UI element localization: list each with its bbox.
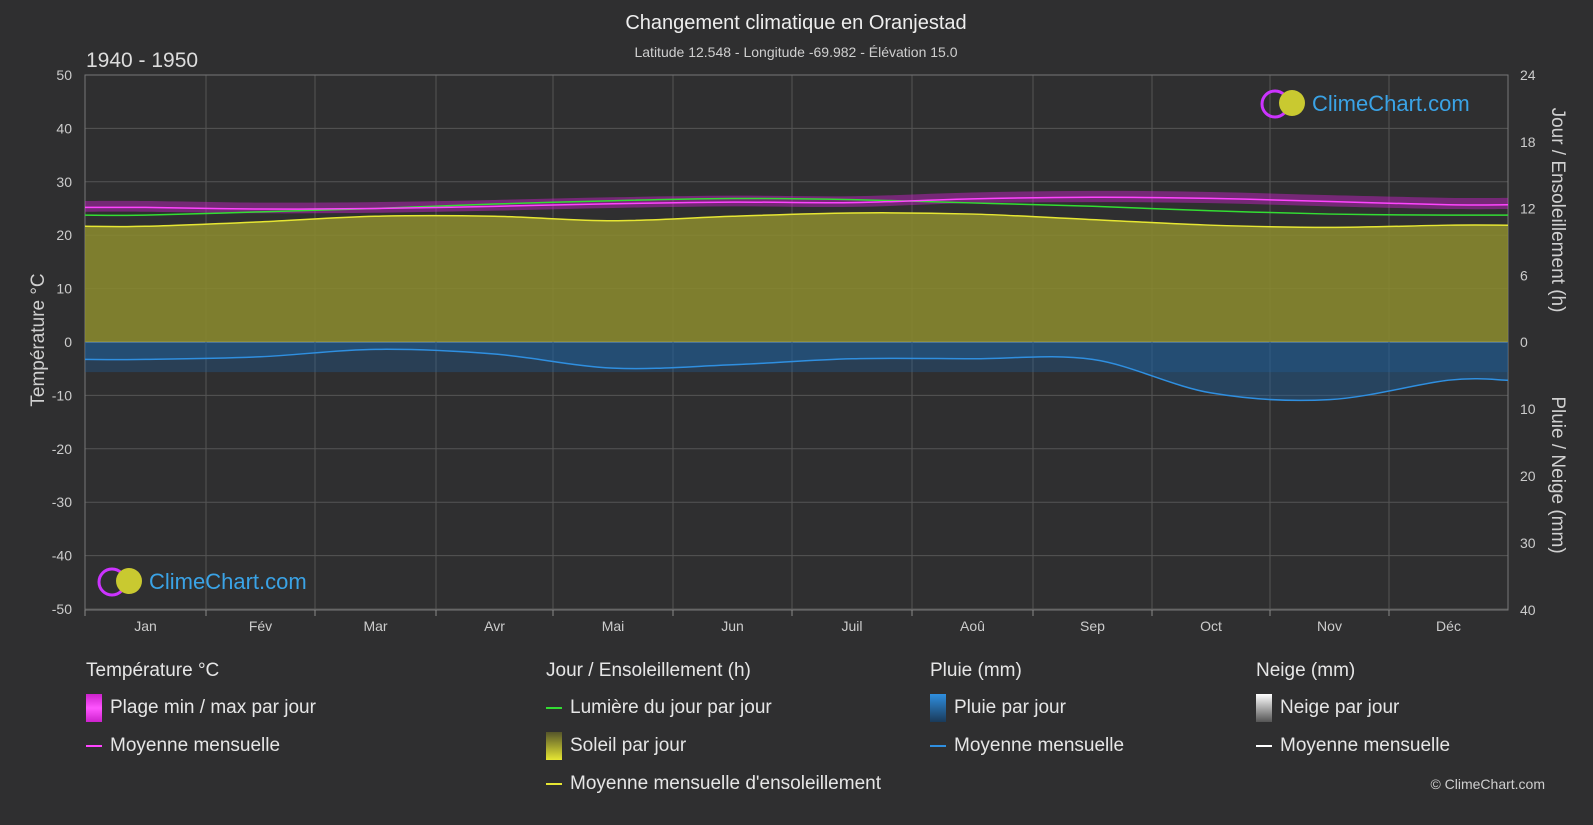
legend-temperature: Température °C Plage min / max par jour … xyxy=(86,660,316,772)
sunshine-swatch xyxy=(546,732,562,760)
left-tick-label: 10 xyxy=(56,281,72,297)
rain-mean-fill xyxy=(85,342,1508,401)
chart-subtitle: Latitude 12.548 - Longitude -69.982 - Él… xyxy=(634,44,957,60)
logo-sun-icon xyxy=(1279,90,1305,116)
left-tick-label: -50 xyxy=(52,601,72,617)
legend-snow-mean-label: Moyenne mensuelle xyxy=(1280,735,1451,756)
month-label: Sep xyxy=(1080,618,1105,634)
right-bottom-axis-title: Pluie / Neige (mm) xyxy=(1547,396,1568,553)
left-axis-title: Température °C xyxy=(28,273,49,406)
legend-sun-header: Jour / Ensoleillement (h) xyxy=(546,660,751,681)
rain-mean-swatch xyxy=(930,745,946,747)
left-tick-label: -40 xyxy=(52,548,72,564)
rain-daily-fill xyxy=(85,342,1508,373)
legend-rain-daily: Pluie par jour xyxy=(930,694,1124,722)
legend-sun-daily: Soleil par jour xyxy=(546,732,881,760)
month-label: Aoû xyxy=(960,618,985,634)
legend-rain-mean: Moyenne mensuelle xyxy=(930,734,1124,758)
right-top-tick-label: 18 xyxy=(1520,134,1536,150)
left-tick-label: -10 xyxy=(52,387,72,403)
right-top-axis-title: Jour / Ensoleillement (h) xyxy=(1547,108,1568,313)
legend-temp-header: Température °C xyxy=(86,660,220,681)
right-top-tick-label: 12 xyxy=(1520,201,1536,217)
plot-frame xyxy=(84,74,1509,611)
left-tick-label: 50 xyxy=(56,67,72,83)
legend-snow: Neige (mm) Neige par jour Moyenne mensue… xyxy=(1256,660,1450,772)
legend-sunshine: Jour / Ensoleillement (h) Lumière du jou… xyxy=(546,660,881,810)
left-tick-label: 20 xyxy=(56,227,72,243)
legend-snow-daily-label: Neige par jour xyxy=(1280,697,1400,718)
brand-name-top: ClimeChart.com xyxy=(1312,91,1470,116)
daylight-line xyxy=(84,197,1509,217)
legend-daylight: Lumière du jour par jour xyxy=(546,696,881,720)
right-bottom-tick-label: 20 xyxy=(1520,468,1536,484)
axis-ticks: 50 40 30 20 10 0 -10 -20 -30 -40 -50 24 18 12 6 0 10 20 30… xyxy=(52,67,1536,618)
brand-name-bottom: ClimeChart.com xyxy=(149,569,307,594)
legend-snow-header: Neige (mm) xyxy=(1256,660,1356,681)
legend-rain-mean-label: Moyenne mensuelle xyxy=(954,735,1125,756)
copyright: © ClimeChart.com xyxy=(1430,776,1545,792)
brand-logo-top: ClimeChart.com xyxy=(1260,89,1470,119)
month-label: Mar xyxy=(363,618,387,634)
left-tick-label: -20 xyxy=(52,441,72,457)
chart-title: Changement climatique en Oranjestad xyxy=(625,12,966,34)
legend-sun-mean-label: Moyenne mensuelle d'ensoleillement xyxy=(570,773,881,794)
legend-rain-daily-label: Pluie par jour xyxy=(954,697,1066,718)
temp-range-swatch xyxy=(86,694,102,722)
sunshine-area xyxy=(85,212,1508,342)
daylight-swatch xyxy=(546,707,562,709)
period-label: 1940 - 1950 xyxy=(86,49,198,72)
sun-mean-swatch xyxy=(546,783,562,785)
temp-mean-line xyxy=(84,196,1509,210)
legend-sun-mean: Moyenne mensuelle d'ensoleillement xyxy=(546,772,881,796)
month-label: Jan xyxy=(134,618,157,634)
snow-swatch xyxy=(1256,694,1272,722)
right-top-tick-label: 6 xyxy=(1520,267,1528,283)
month-label: Fév xyxy=(249,618,272,634)
legend-daylight-label: Lumière du jour par jour xyxy=(570,697,772,718)
snow-mean-swatch xyxy=(1256,745,1272,747)
legend-temp-mean: Moyenne mensuelle xyxy=(86,734,316,758)
rain-area xyxy=(85,342,1508,401)
sunshine-mean-line xyxy=(84,212,1509,229)
right-bottom-tick-label: 10 xyxy=(1520,401,1536,417)
left-tick-label: -30 xyxy=(52,494,72,510)
right-top-tick-label: 24 xyxy=(1520,67,1536,83)
month-label: Oct xyxy=(1200,618,1222,634)
legend-temp-mean-label: Moyenne mensuelle xyxy=(110,735,281,756)
month-label: Mai xyxy=(602,618,625,634)
rain-swatch xyxy=(930,694,946,722)
logo-sun-icon xyxy=(116,568,142,594)
series-lines xyxy=(84,190,1509,402)
month-labels: Jan Fév Mar Avr Mai Jun Juil Aoû Sep Oct Nov Déc xyxy=(84,610,1461,634)
month-label: Avr xyxy=(484,618,505,634)
legend-rain: Pluie (mm) Pluie par jour Moyenne mensue… xyxy=(930,660,1124,772)
legend-temp-range: Plage min / max par jour xyxy=(86,694,316,722)
left-tick-label: 40 xyxy=(56,120,72,136)
temp-mean-swatch xyxy=(86,745,102,747)
right-top-tick-label: 0 xyxy=(1520,334,1528,350)
month-label: Déc xyxy=(1436,618,1461,634)
legend-temp-range-label: Plage min / max par jour xyxy=(110,697,316,718)
legend-snow-daily: Neige par jour xyxy=(1256,694,1450,722)
month-label: Juil xyxy=(841,618,862,634)
left-tick-label: 30 xyxy=(56,174,72,190)
legend-rain-header: Pluie (mm) xyxy=(930,660,1022,681)
month-label: Nov xyxy=(1317,618,1342,634)
month-label: Jun xyxy=(721,618,744,634)
brand-logo-bottom: ClimeChart.com xyxy=(97,567,307,597)
right-bottom-tick-label: 40 xyxy=(1520,602,1536,618)
right-bottom-tick-label: 30 xyxy=(1520,535,1536,551)
legend-snow-mean: Moyenne mensuelle xyxy=(1256,734,1450,758)
legend-sun-label: Soleil par jour xyxy=(570,735,687,756)
sunshine-fill xyxy=(85,212,1508,342)
rain-mean-line xyxy=(84,348,1509,402)
left-tick-label: 0 xyxy=(64,334,72,350)
